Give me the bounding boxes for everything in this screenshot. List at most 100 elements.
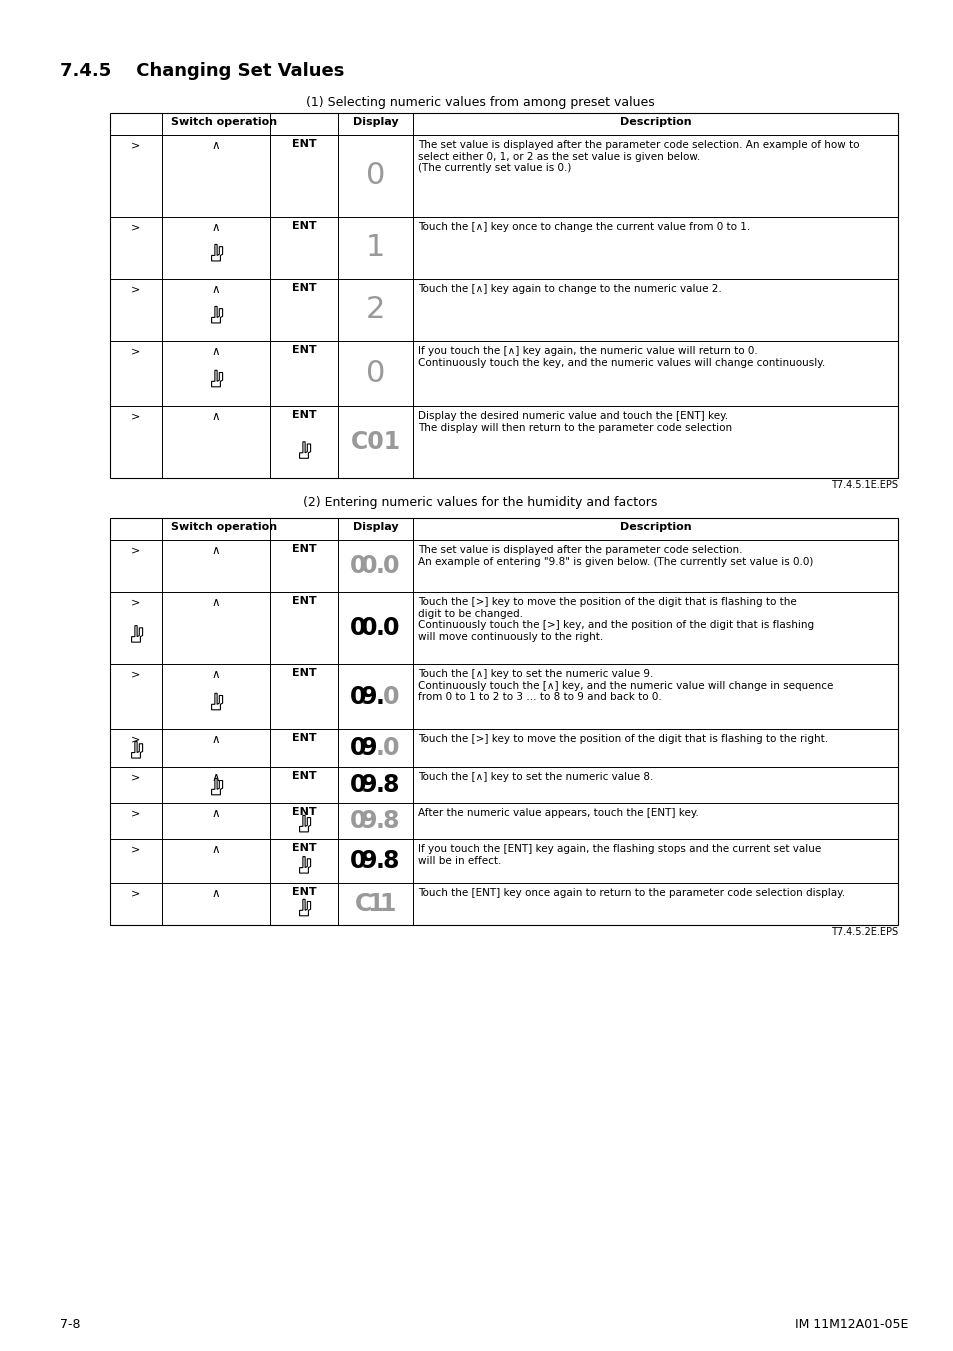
Text: >: > [132, 771, 140, 782]
Text: 0: 0 [350, 809, 366, 834]
Text: ∧: ∧ [212, 734, 220, 746]
Text: ∧: ∧ [212, 771, 220, 784]
Text: ∧: ∧ [212, 807, 220, 820]
Text: 0: 0 [350, 736, 366, 761]
Text: ∧: ∧ [212, 409, 220, 423]
Polygon shape [299, 857, 311, 873]
Text: ENT: ENT [292, 222, 316, 231]
Text: ∧: ∧ [212, 345, 220, 358]
Polygon shape [299, 900, 311, 916]
Text: 0: 0 [382, 554, 399, 578]
Text: >: > [132, 888, 140, 898]
Text: Display the desired numeric value and touch the [ENT] key.
The display will then: Display the desired numeric value and to… [417, 411, 731, 432]
Text: 9: 9 [360, 773, 376, 797]
Text: If you touch the [ENT] key again, the flashing stops and the current set value
w: If you touch the [ENT] key again, the fl… [417, 844, 821, 866]
Text: 1: 1 [367, 892, 383, 916]
Text: ∧: ∧ [212, 596, 220, 609]
Text: 0: 0 [350, 773, 366, 797]
Text: Description: Description [619, 521, 691, 532]
Text: ENT: ENT [292, 807, 316, 817]
Text: Switch operation: Switch operation [171, 118, 276, 127]
Text: 1: 1 [379, 892, 395, 916]
Text: ∧: ∧ [212, 667, 220, 681]
Text: ∧: ∧ [212, 888, 220, 900]
Text: T7.4.5.2E.EPS: T7.4.5.2E.EPS [830, 927, 897, 938]
Text: >: > [132, 844, 140, 854]
Text: T7.4.5.1E.EPS: T7.4.5.1E.EPS [830, 480, 897, 490]
Text: 0: 0 [382, 685, 399, 708]
Text: >: > [132, 597, 140, 607]
Text: ENT: ENT [292, 771, 316, 781]
Text: ENT: ENT [292, 888, 316, 897]
Text: (1) Selecting numeric values from among preset values: (1) Selecting numeric values from among … [305, 96, 654, 109]
Text: 9: 9 [360, 848, 376, 873]
Polygon shape [299, 816, 311, 832]
Text: ENT: ENT [292, 139, 316, 149]
Text: Display: Display [353, 118, 398, 127]
Text: 2: 2 [365, 296, 385, 324]
Text: 0: 0 [382, 736, 399, 761]
Text: >: > [132, 284, 140, 295]
Text: C01: C01 [350, 430, 400, 454]
Text: Touch the [∧] key once to change the current value from 0 to 1.: Touch the [∧] key once to change the cur… [417, 222, 749, 232]
Text: .: . [375, 848, 384, 873]
Text: >: > [132, 544, 140, 555]
Text: ENT: ENT [292, 734, 316, 743]
Text: ENT: ENT [292, 667, 316, 678]
Text: Display: Display [353, 521, 398, 532]
Polygon shape [212, 693, 222, 709]
Polygon shape [299, 442, 311, 458]
Text: ∧: ∧ [212, 222, 220, 234]
Text: 1: 1 [365, 234, 385, 262]
Text: ∧: ∧ [212, 139, 220, 153]
Text: Touch the [>] key to move the position of the digit that is flashing to the righ: Touch the [>] key to move the position o… [417, 734, 827, 744]
Text: >: > [132, 734, 140, 744]
Text: 8: 8 [382, 809, 399, 834]
Polygon shape [132, 626, 142, 642]
Text: The set value is displayed after the parameter code selection.
An example of ent: The set value is displayed after the par… [417, 544, 813, 566]
Text: .: . [375, 809, 384, 834]
Text: >: > [132, 222, 140, 232]
Text: 9: 9 [360, 736, 376, 761]
Text: (2) Entering numeric values for the humidity and factors: (2) Entering numeric values for the humi… [302, 496, 657, 509]
Text: .: . [375, 554, 384, 578]
Text: ENT: ENT [292, 544, 316, 554]
Text: Switch operation: Switch operation [171, 521, 276, 532]
Text: After the numeric value appears, touch the [ENT] key.: After the numeric value appears, touch t… [417, 808, 699, 817]
Text: 0: 0 [350, 554, 366, 578]
Text: .: . [375, 736, 384, 761]
Text: IM 11M12A01-05E: IM 11M12A01-05E [794, 1319, 907, 1331]
Bar [110, 517, 897, 925]
Polygon shape [212, 778, 222, 794]
Text: ENT: ENT [292, 409, 316, 420]
Text: C: C [355, 892, 372, 916]
Bar [110, 113, 897, 478]
Polygon shape [212, 370, 222, 386]
Text: >: > [132, 141, 140, 150]
Text: >: > [132, 346, 140, 357]
Text: The set value is displayed after the parameter code selection. An example of how: The set value is displayed after the par… [417, 141, 859, 173]
Text: .: . [375, 685, 384, 708]
Text: 0: 0 [360, 554, 376, 578]
Text: Touch the [>] key to move the position of the digit that is flashing to the
digi: Touch the [>] key to move the position o… [417, 597, 813, 642]
Text: If you touch the [∧] key again, the numeric value will return to 0.
Continuously: If you touch the [∧] key again, the nume… [417, 346, 824, 367]
Text: ENT: ENT [292, 596, 316, 607]
Text: ∧: ∧ [212, 282, 220, 296]
Text: >: > [132, 411, 140, 422]
Polygon shape [212, 307, 222, 323]
Text: 0: 0 [350, 616, 366, 640]
Text: ENT: ENT [292, 843, 316, 852]
Text: Touch the [∧] key again to change to the numeric value 2.: Touch the [∧] key again to change to the… [417, 284, 721, 295]
Polygon shape [132, 742, 142, 758]
Text: .: . [375, 773, 384, 797]
Text: 8: 8 [382, 848, 399, 873]
Text: 9: 9 [360, 685, 376, 708]
Text: ∧: ∧ [212, 843, 220, 857]
Text: 8: 8 [382, 773, 399, 797]
Text: 7.4.5    Changing Set Values: 7.4.5 Changing Set Values [60, 62, 344, 80]
Text: 0: 0 [365, 162, 385, 190]
Text: 0: 0 [365, 359, 385, 388]
Text: 0: 0 [382, 616, 399, 640]
Text: .: . [375, 616, 384, 640]
Text: 0: 0 [350, 685, 366, 708]
